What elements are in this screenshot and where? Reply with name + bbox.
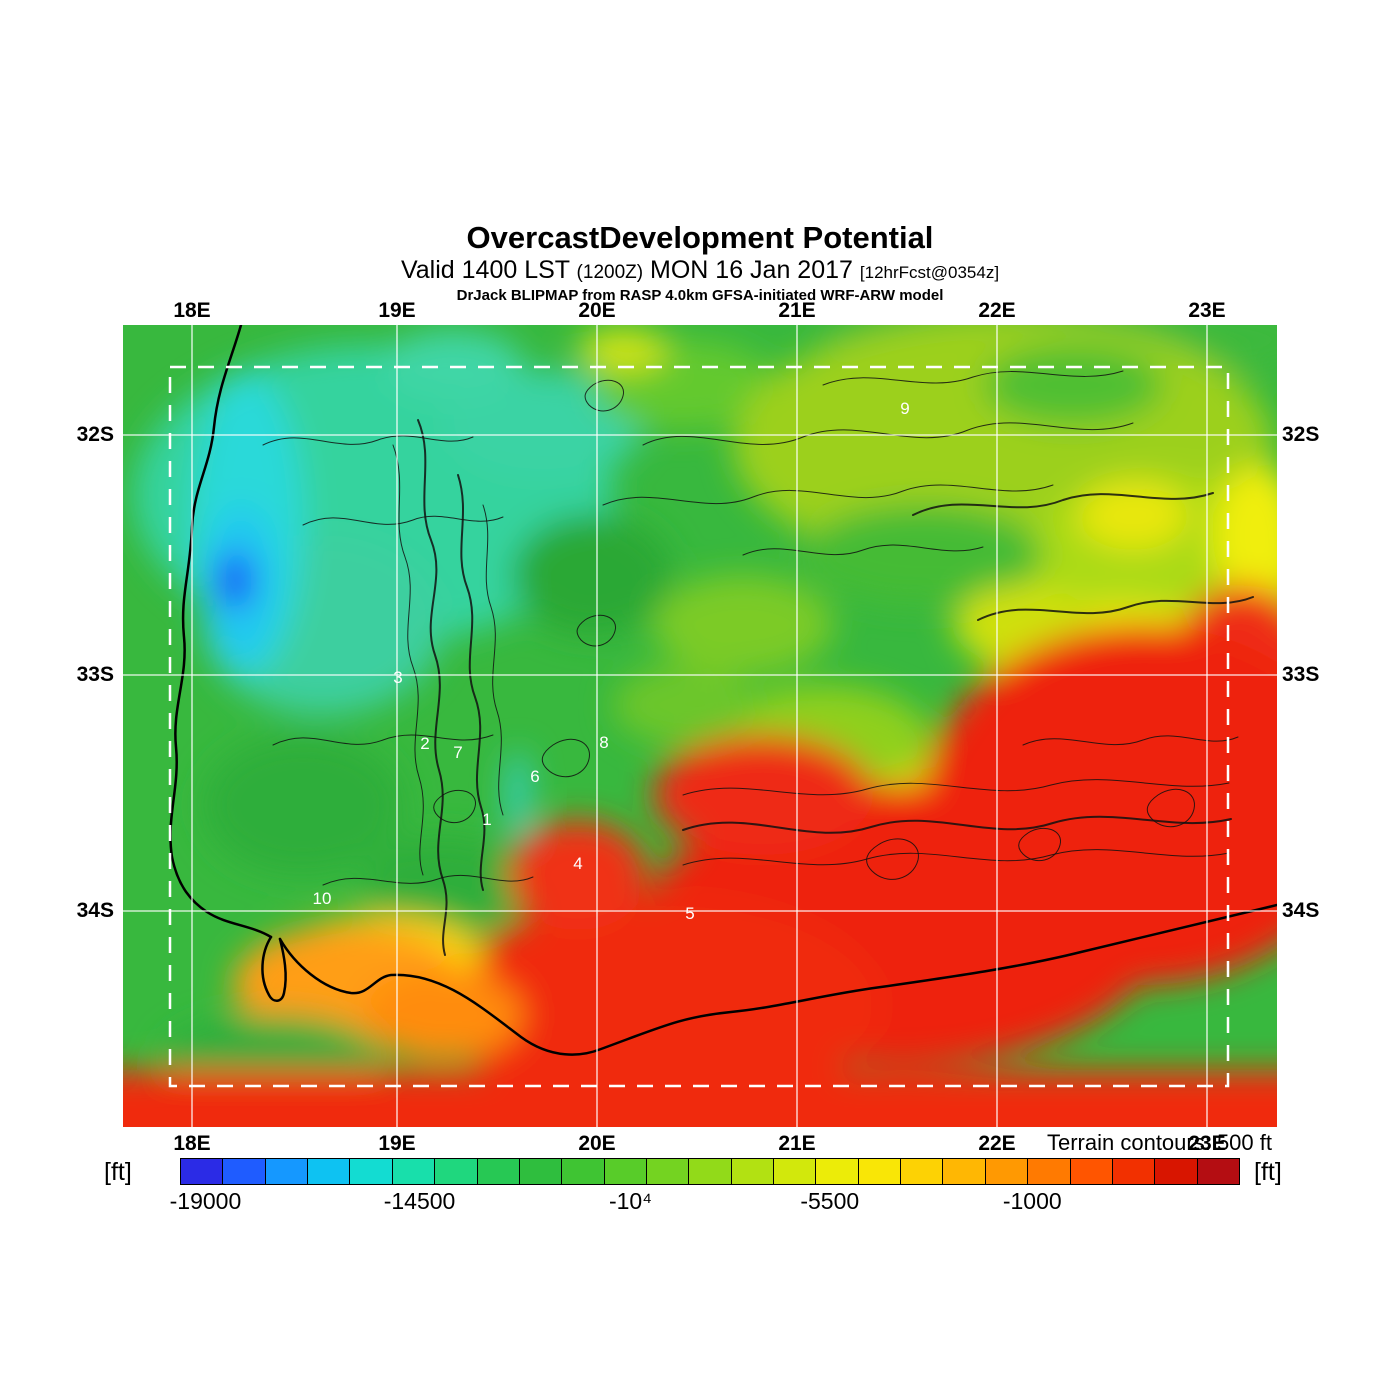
header: OvercastDevelopment Potential Valid 1400… — [0, 220, 1400, 304]
lon-label: 20E — [578, 1132, 616, 1155]
colorbar-segment-21 — [1069, 1159, 1112, 1184]
colorbar-segment-9 — [561, 1159, 604, 1184]
forecast-map: 1 2 3 4 5 6 7 8 9 10 — [123, 325, 1277, 1127]
zulu-time: (1200Z) — [576, 261, 644, 283]
lon-label: 23E — [1188, 299, 1226, 322]
lon-labels-bottom: 18E 19E 20E 21E 22E 23E — [123, 1132, 1277, 1156]
lon-label: 18E — [173, 1132, 211, 1155]
colorbar-segment-8 — [518, 1159, 562, 1184]
colorbar-segment-23 — [1154, 1159, 1197, 1184]
colorbar-segment-16 — [857, 1159, 901, 1184]
colorbar-tick: -14500 — [383, 1188, 456, 1214]
lat-label: 33S — [76, 663, 114, 686]
colorbar — [180, 1158, 1240, 1185]
colorbar-segment-13 — [730, 1159, 774, 1184]
colorbar-segment-0 — [181, 1159, 223, 1184]
lon-label: 21E — [778, 299, 816, 322]
colorbar-segment-11 — [645, 1159, 689, 1184]
colorbar-ticks: -19000 -14500 -10⁴ -5500 -1000 — [170, 1188, 1240, 1220]
lon-label: 22E — [978, 1132, 1016, 1155]
colorbar-segment-22 — [1111, 1159, 1155, 1184]
colorbar-unit-right: [ft] — [1254, 1158, 1282, 1186]
colorbar-segment-19 — [984, 1159, 1028, 1184]
lon-labels-top: 18E 19E 20E 21E 22E 23E — [123, 299, 1277, 323]
colorbar-segment-2 — [264, 1159, 308, 1184]
colorbar-segment-10 — [603, 1159, 646, 1184]
forecast-tag: [12hrFcst@0354z] — [859, 262, 1000, 282]
colorbar-segment-12 — [688, 1159, 731, 1184]
lon-label: 19E — [378, 1132, 416, 1155]
lat-label: 32S — [76, 423, 114, 446]
lat-label: 34S — [1282, 899, 1320, 922]
colorbar-segment-7 — [476, 1159, 519, 1184]
lat-label: 33S — [1282, 663, 1320, 686]
lat-labels-right: 32S 33S 34S — [1278, 325, 1398, 1127]
lat-label: 34S — [76, 899, 114, 922]
colorbar-tick: -5500 — [800, 1188, 860, 1214]
lon-label: 19E — [378, 299, 416, 322]
domain-boundary — [168, 365, 1230, 1088]
colorbar-tick: -1000 — [1002, 1188, 1062, 1214]
terrain-note: Terrain contours: 500 ft — [1046, 1130, 1272, 1155]
colorbar-segment-3 — [307, 1159, 350, 1184]
model-line: DrJack BLIPMAP from RASP 4.0km GFSA-init… — [456, 286, 944, 304]
lat-labels-left: 32S 33S 34S — [0, 325, 120, 1127]
colorbar-segment-5 — [391, 1159, 435, 1184]
lon-label: 23E — [1188, 1132, 1226, 1155]
colorbar-unit-left: [ft] — [104, 1158, 132, 1186]
map-raster — [123, 325, 1277, 1127]
colorbar-area: [ft] -19000 -14500 -10⁴ -5500 -1000 [ft] — [0, 1158, 1400, 1230]
colorbar-segment-4 — [349, 1159, 392, 1184]
lat-label: 32S — [1282, 423, 1320, 446]
valid-date: MON 16 Jan 2017 — [650, 255, 853, 284]
lon-label: 20E — [578, 299, 616, 322]
colorbar-tick: -19000 — [169, 1188, 242, 1214]
colorbar-segment-24 — [1196, 1159, 1239, 1184]
colorbar-segment-14 — [773, 1159, 816, 1184]
lon-label: 21E — [778, 1132, 816, 1155]
lon-label: 18E — [173, 299, 211, 322]
colorbar-segment-1 — [222, 1159, 265, 1184]
valid-time: Valid 1400 LST — [400, 255, 570, 284]
page-title: OvercastDevelopment Potential — [466, 220, 934, 255]
colorbar-segment-18 — [942, 1159, 985, 1184]
colorbar-segment-6 — [434, 1159, 477, 1184]
colorbar-segment-17 — [900, 1159, 943, 1184]
valid-line: Valid 1400 LST (1200Z) MON 16 Jan 2017 [… — [0, 255, 1400, 284]
colorbar-segment-20 — [1027, 1159, 1070, 1184]
colorbar-segment-15 — [815, 1159, 858, 1184]
lon-label: 22E — [978, 299, 1016, 322]
colorbar-tick: -10⁴ — [608, 1188, 653, 1214]
